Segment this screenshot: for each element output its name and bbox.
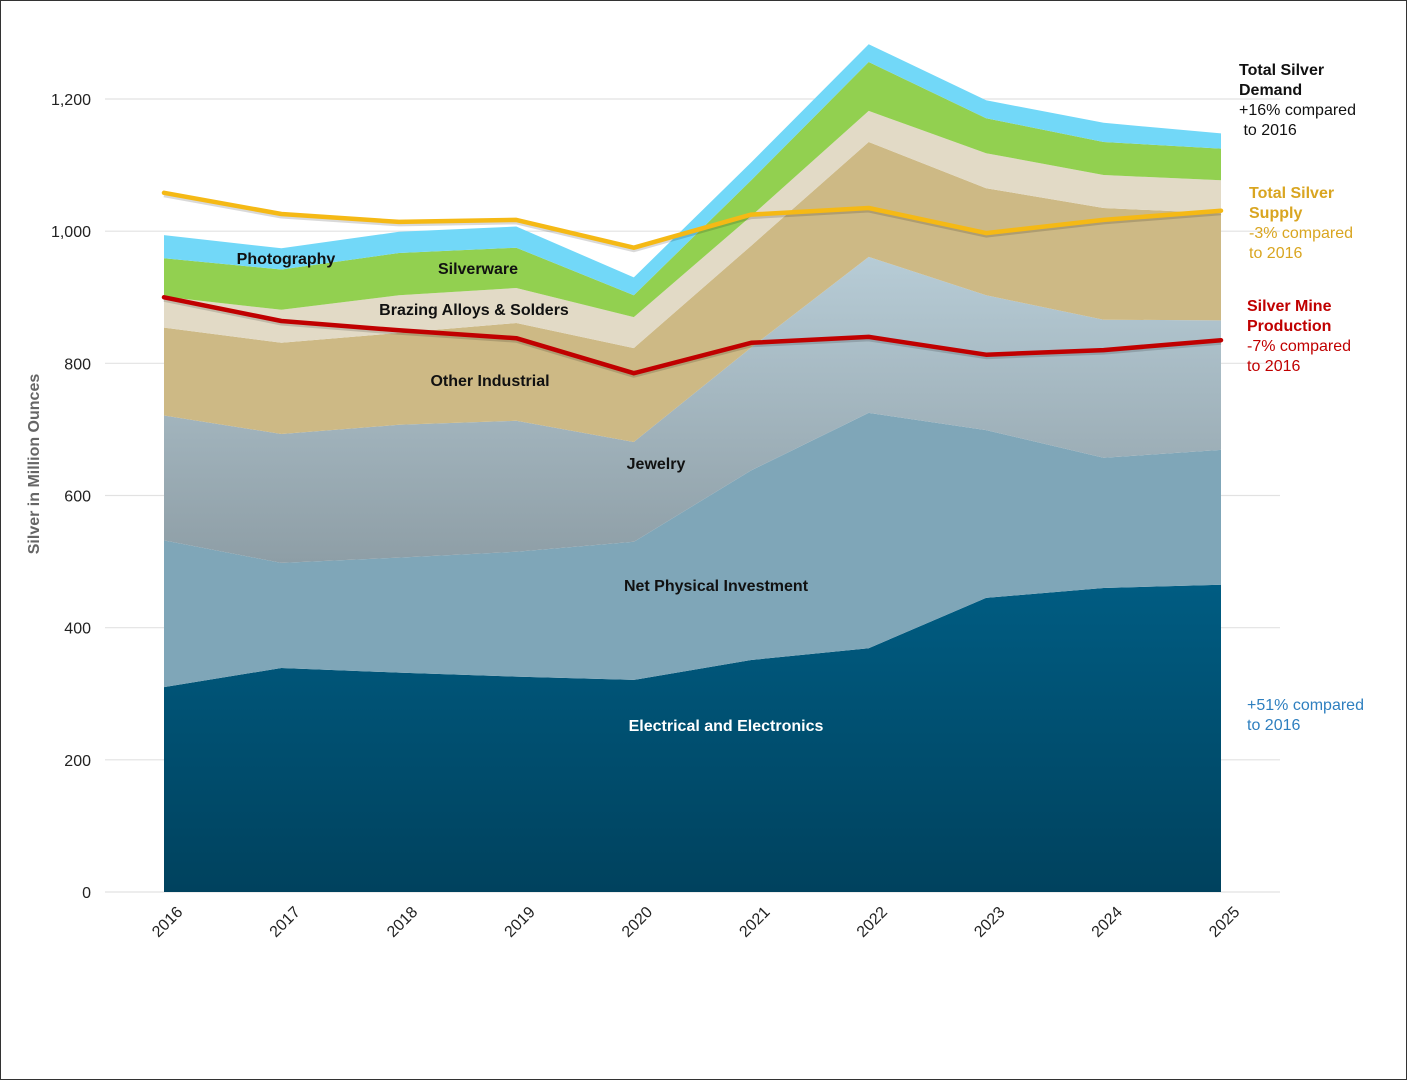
y-axis-label: Silver in Million Ounces [26, 374, 43, 555]
x-tick-label: 2019 [502, 904, 539, 941]
annotation-supply-text-2: to 2016 [1249, 245, 1303, 262]
annotation-demand-text-2: to 2016 [1239, 122, 1297, 139]
annotation-mine-production: Silver Mine Production -7% compared to 2… [1247, 297, 1351, 377]
annotation-mine-text-1: -7% compared [1247, 338, 1352, 355]
annotation-electrical: +51% compared to 2016 [1247, 696, 1364, 736]
x-axis-ticks: 2016 2017 2018 2019 2020 2021 2022 2023 2024 2025 [149, 904, 1243, 941]
x-tick-label: 2025 [1206, 904, 1243, 941]
x-tick-label: 2017 [267, 904, 304, 941]
y-tick-label: 0 [82, 885, 91, 902]
area-label-electrical-and-electronics: Electrical and Electronics [629, 718, 824, 735]
area-brazing-alloys-solders [164, 110, 1221, 349]
annotation-demand-text-1: +16% compared [1239, 102, 1356, 119]
annotation-mine-title-1: Silver Mine [1247, 298, 1332, 315]
lines [161, 190, 1224, 378]
area-labels: Electrical and Electronics Net Physical I… [237, 251, 824, 735]
annotation-supply-text-1: -3% compared [1249, 225, 1354, 242]
x-tick-label: 2018 [384, 904, 421, 941]
y-tick-label: 800 [64, 356, 91, 373]
annotation-supply-title-1: Total Silver [1249, 185, 1335, 202]
area-label-photography: Photography [237, 251, 336, 268]
x-tick-label: 2016 [149, 904, 186, 941]
area-other-industrial [164, 142, 1221, 442]
area-label-jewelry: Jewelry [627, 456, 686, 473]
annotation-demand-title-1: Total Silver [1239, 62, 1325, 79]
x-tick-label: 2021 [736, 904, 773, 941]
y-tick-label: 600 [64, 489, 91, 506]
x-tick-label: 2024 [1089, 904, 1126, 941]
y-tick-label: 1,200 [51, 92, 91, 109]
y-axis-ticks: 0 200 400 600 800 1,000 1,200 [51, 92, 91, 902]
annotation-demand-title-2: Demand [1239, 82, 1303, 99]
area-silverware [164, 62, 1221, 318]
annotation-elec-text-2: to 2016 [1247, 717, 1301, 734]
x-tick-label: 2020 [619, 904, 656, 941]
line-silver-mine-production [161, 295, 1224, 376]
annotation-total-demand: Total Silver Demand +16% compared to 201… [1239, 61, 1356, 141]
area-photography [164, 44, 1221, 296]
annotation-supply-title-2: Supply [1249, 205, 1303, 222]
areas [164, 44, 1221, 892]
y-tick-label: 400 [64, 621, 91, 638]
annotation-elec-text-1: +51% compared [1247, 697, 1364, 714]
x-tick-label: 2023 [971, 904, 1008, 941]
x-tick-label: 2022 [854, 904, 891, 941]
line-total-silver-supply [161, 190, 1224, 250]
y-tick-label: 200 [64, 753, 91, 770]
annotation-total-supply: Total Silver Supply -3% compared to 2016 [1249, 184, 1353, 264]
area-label-silverware: Silverware [438, 261, 518, 278]
area-jewelry [164, 256, 1221, 563]
area-electrical-and-electronics [164, 584, 1221, 892]
annotation-mine-text-2: to 2016 [1247, 358, 1301, 375]
annotation-mine-title-2: Production [1247, 318, 1332, 335]
area-net-physical-investment [164, 412, 1221, 688]
area-label-brazing-alloys-solders: Brazing Alloys & Solders [379, 302, 569, 319]
area-label-other-industrial: Other Industrial [430, 373, 549, 390]
area-label-net-physical-investment: Net Physical Investment [624, 578, 809, 595]
y-tick-label: 1,000 [51, 224, 91, 241]
